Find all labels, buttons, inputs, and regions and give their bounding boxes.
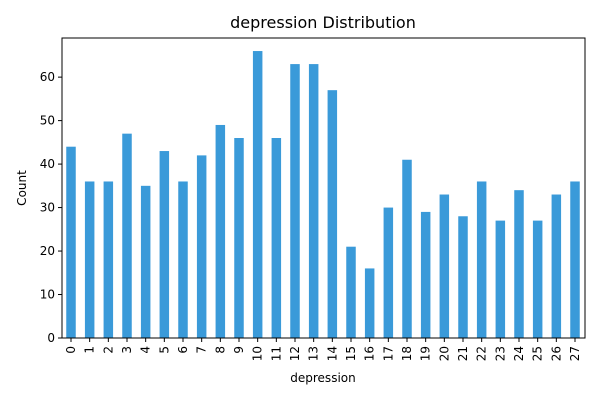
x-tick-label: 0 xyxy=(64,346,78,354)
bar-12 xyxy=(290,64,300,338)
bar-9 xyxy=(234,138,244,338)
x-tick-label: 8 xyxy=(213,346,227,354)
x-tick-label: 9 xyxy=(232,346,246,354)
y-tick-label: 0 xyxy=(47,331,55,345)
bar-25 xyxy=(532,220,543,338)
bar-15 xyxy=(346,246,356,338)
x-tick-label: 20 xyxy=(437,346,451,361)
bar-19 xyxy=(420,211,431,338)
x-tick-label: 17 xyxy=(381,346,395,361)
x-tick-label: 7 xyxy=(195,346,209,354)
x-tick-label: 15 xyxy=(344,346,358,361)
x-tick-label: 18 xyxy=(400,346,414,361)
bar-10 xyxy=(252,51,263,338)
y-tick-label: 60 xyxy=(40,70,55,84)
y-tick-label: 10 xyxy=(40,288,55,302)
x-tick-label: 14 xyxy=(325,346,339,361)
bar-11 xyxy=(271,138,282,338)
x-tick-label: 19 xyxy=(419,346,433,361)
x-axis: 0 1 2 3 4 5 6 7 8 9 10 11 12 13 14 15 16 17 18 19 20 21 22 23 24… xyxy=(64,338,582,361)
bar-6 xyxy=(178,181,188,338)
bar-24 xyxy=(514,190,524,338)
bar-3 xyxy=(122,133,132,338)
bar-17 xyxy=(383,207,394,338)
bar-13 xyxy=(308,64,319,338)
bar-7 xyxy=(196,155,207,338)
bar-4 xyxy=(140,185,151,338)
y-axis-label: Count xyxy=(15,170,29,206)
x-tick-label: 21 xyxy=(456,346,470,361)
bar-18 xyxy=(402,159,412,338)
bar-26 xyxy=(551,194,562,338)
bar-23 xyxy=(495,220,506,338)
x-tick-label: 16 xyxy=(363,346,377,361)
bar-21 xyxy=(458,216,468,338)
x-tick-label: 2 xyxy=(101,346,115,354)
y-tick-label: 30 xyxy=(40,201,55,215)
y-tick-label: 20 xyxy=(40,244,55,258)
x-tick-label: 6 xyxy=(176,346,190,354)
bar-8 xyxy=(215,124,226,339)
x-tick-label: 25 xyxy=(531,346,545,361)
bar-0 xyxy=(66,146,76,338)
x-tick-label: 1 xyxy=(83,346,97,354)
x-tick-label: 27 xyxy=(568,346,582,361)
bar-20 xyxy=(439,194,450,338)
bar-27 xyxy=(570,181,580,338)
x-tick-label: 11 xyxy=(269,346,283,361)
plot-frame xyxy=(61,37,586,339)
x-tick-label: 24 xyxy=(512,346,526,361)
x-tick-label: 3 xyxy=(120,346,134,354)
bar-22 xyxy=(476,181,487,338)
x-tick-label: 22 xyxy=(475,346,489,361)
chart-title: depression Distribution xyxy=(230,13,416,32)
y-axis: 0 10 20 30 40 50 60 xyxy=(40,70,62,345)
bar-14 xyxy=(327,90,338,338)
x-tick-label: 5 xyxy=(157,346,171,354)
y-tick-label: 40 xyxy=(40,157,55,171)
x-tick-label: 12 xyxy=(288,346,302,361)
bar-5 xyxy=(159,151,170,338)
x-tick-label: 10 xyxy=(251,346,265,361)
y-tick-label: 50 xyxy=(40,114,55,128)
x-tick-label: 4 xyxy=(139,346,153,354)
bar-16 xyxy=(364,268,375,338)
x-tick-label: 23 xyxy=(493,346,507,361)
x-tick-label: 13 xyxy=(307,346,321,361)
x-tick-label: 26 xyxy=(549,346,563,361)
bar-2 xyxy=(103,181,114,338)
bar-1 xyxy=(84,181,95,338)
x-axis-label: depression xyxy=(290,371,355,385)
bars-group xyxy=(66,51,580,339)
